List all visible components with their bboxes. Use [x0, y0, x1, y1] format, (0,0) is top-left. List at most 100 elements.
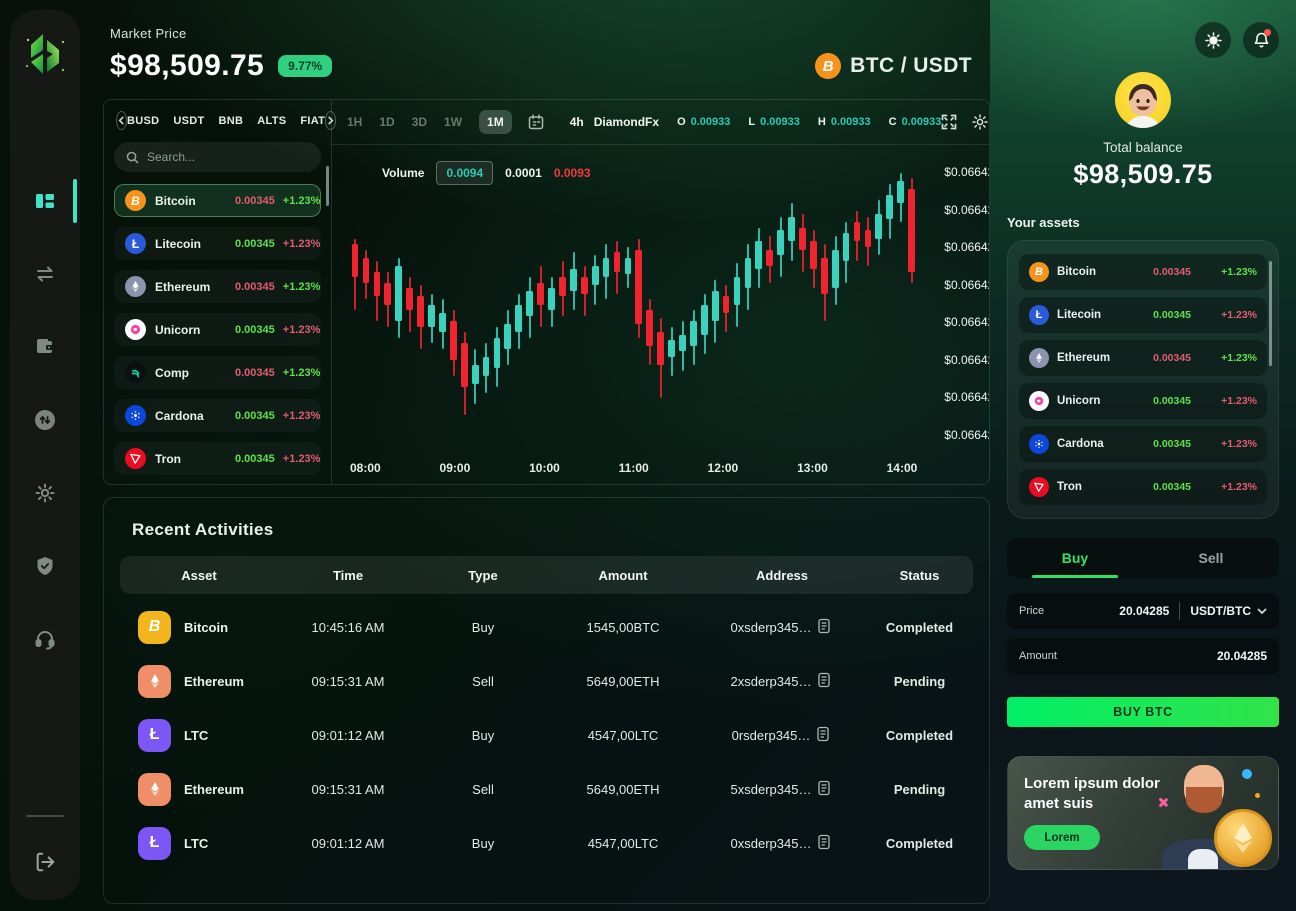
- candle-body: [624, 257, 632, 275]
- coin-change: +1.23%: [282, 194, 321, 207]
- coin-row-litecoin[interactable]: Ł Litecoin 0.00345 +1.23%: [1019, 297, 1267, 333]
- price-field[interactable]: Price 20.04285 USDT/BTC: [1007, 593, 1279, 629]
- price-tick: $0.06642: [944, 352, 990, 367]
- litecoin-icon: Ł: [1029, 305, 1049, 325]
- type-cell: Buy: [471, 835, 495, 851]
- total-balance-label: Total balance: [1103, 140, 1183, 155]
- candle-body: [646, 310, 654, 346]
- coin-row-litecoin[interactable]: Ł Litecoin 0.00345 +1.23%: [114, 227, 321, 260]
- coin-row-unicorn[interactable]: Unicorn 0.00345 +1.23%: [114, 313, 321, 346]
- sidebar-item-transactions[interactable]: [10, 409, 80, 431]
- buy-btc-button[interactable]: BUY BTC: [1007, 697, 1279, 727]
- chart-plot-area[interactable]: Volume 0.0094 0.0001 0.0093 $0.06642 $0.0…: [332, 145, 990, 484]
- sidebar-item-security[interactable]: [10, 555, 80, 577]
- sidebar-item-support[interactable]: [10, 628, 80, 650]
- timeframe-1m[interactable]: 1M: [479, 110, 512, 134]
- coin-row-bitcoin[interactable]: B Bitcoin 0.00345 +1.23%: [114, 184, 321, 217]
- theme-toggle-button[interactable]: [1195, 22, 1231, 58]
- promo-lorem-button[interactable]: Lorem: [1024, 825, 1100, 850]
- watchlist-tab-usdt[interactable]: USDT: [173, 114, 205, 127]
- table-row[interactable]: Ethereum 09:15:31 AM Sell 5649,00ETH 5xsderp…: [120, 762, 973, 816]
- table-row[interactable]: B Bitcoin 10:45:16 AM Buy 1545,00BTC 0xsderp3…: [120, 600, 973, 654]
- coin-value: 0.00345: [235, 366, 275, 379]
- coin-row-ethereum[interactable]: Ethereum 0.00345 +1.23%: [1019, 340, 1267, 376]
- logout-button[interactable]: [10, 851, 80, 878]
- column-header-amount: Amount: [598, 567, 648, 583]
- trading-pair-title: BTC / USDT: [850, 54, 972, 77]
- notifications-button[interactable]: [1243, 22, 1279, 58]
- coin-change: +1.23%: [1221, 266, 1257, 278]
- copy-address-icon[interactable]: [816, 726, 832, 744]
- candle-body: [842, 233, 850, 261]
- assets-scrollbar[interactable]: [1269, 261, 1272, 366]
- copy-address-icon[interactable]: [817, 618, 833, 636]
- litecoin-icon: Ł: [138, 718, 171, 752]
- avatar[interactable]: [1115, 72, 1171, 128]
- search-box[interactable]: [114, 142, 321, 172]
- sidebar-item-swap[interactable]: [10, 263, 80, 285]
- watchlist-tab-alts[interactable]: ALTS: [257, 114, 287, 127]
- search-input[interactable]: [147, 150, 309, 164]
- candle-body: [668, 340, 675, 357]
- watchlist-tab-bnb[interactable]: BNB: [218, 114, 244, 127]
- timeframe-1h[interactable]: 1H: [347, 115, 363, 129]
- copy-address-icon[interactable]: [817, 780, 833, 798]
- coin-name: Ethereum: [1057, 352, 1111, 364]
- coin-row-unicorn[interactable]: Unicorn 0.00345 +1.23%: [1019, 383, 1267, 419]
- litecoin-icon: Ł: [138, 826, 171, 860]
- watchlist-tab-busd[interactable]: BUSD: [127, 114, 160, 127]
- candle-body: [897, 180, 904, 203]
- timeframe-selector: 1H 1D 3D 1W 1M: [347, 110, 512, 134]
- coin-row-cardona[interactable]: Cardona 0.00345 +1.23%: [114, 399, 321, 432]
- amount-field[interactable]: Amount 20.04285: [1007, 638, 1279, 674]
- candle-body: [657, 332, 664, 365]
- coin-value: 0.00345: [1153, 395, 1192, 407]
- sidebar-item-wallet[interactable]: [10, 336, 80, 358]
- price-tick: $0.06642: [944, 202, 990, 217]
- table-row[interactable]: Ł LTC 09:01:12 AM Buy 4547,00LTC 0xsderp345… C…: [120, 816, 973, 870]
- timeframe-3d[interactable]: 3D: [411, 115, 428, 129]
- candle-body: [613, 252, 621, 272]
- timeframe-1w[interactable]: 1W: [444, 115, 463, 129]
- transfer-circle-icon: [34, 409, 56, 431]
- sidebar-item-settings[interactable]: [10, 482, 80, 504]
- tabs-next-button[interactable]: [325, 111, 337, 130]
- copy-address-icon[interactable]: [817, 834, 833, 852]
- table-row[interactable]: Ethereum 09:15:31 AM Sell 5649,00ETH 2xsderp…: [120, 654, 973, 708]
- ohlc-value: 0.00933: [760, 116, 800, 128]
- tabs-prev-button[interactable]: [116, 111, 127, 130]
- chart-settings-gear-icon[interactable]: [972, 114, 989, 130]
- candle-body: [722, 296, 730, 313]
- timeframe-1d[interactable]: 1D: [379, 115, 395, 129]
- candle-body: [602, 257, 610, 277]
- ohlc-l: L 0.00933: [748, 116, 800, 128]
- address-cell: 0rsderp345…: [698, 726, 866, 744]
- amount-field-value[interactable]: 20.04285: [1216, 649, 1267, 663]
- tab-sell[interactable]: Sell: [1143, 538, 1279, 578]
- buy-sell-tabs: Buy Sell: [1007, 538, 1279, 578]
- price-tick: $0.06642: [944, 427, 990, 442]
- coin-row-comp[interactable]: Comp 0.00345 +1.23%: [114, 356, 321, 389]
- candle-body: [635, 249, 643, 324]
- table-row[interactable]: Ł LTC 09:01:12 AM Buy 4547,00LTC 0rsderp345… C…: [120, 708, 973, 762]
- sidebar-item-dashboard[interactable]: [10, 179, 80, 223]
- price-unit-select[interactable]: USDT/BTC: [1190, 604, 1267, 618]
- watchlist-tab-fiat[interactable]: FIAT: [300, 114, 326, 127]
- ohlc-key: C: [888, 116, 897, 128]
- watchlist-scrollbar[interactable]: [326, 166, 329, 206]
- coin-row-tron[interactable]: Tron 0.00345 +1.23%: [1019, 469, 1267, 505]
- coin-row-bitcoin[interactable]: B Bitcoin 0.00345 +1.23%: [1019, 254, 1267, 290]
- price-field-value[interactable]: 20.04285: [1119, 604, 1170, 618]
- copy-address-icon[interactable]: [817, 672, 833, 690]
- column-header-time: Time: [332, 567, 364, 583]
- column-header-asset: Asset: [181, 567, 217, 583]
- chart-panel: 1H 1D 3D 1W 1M 4h DiamondFx O 0.00933 L 0.00933…: [332, 100, 990, 484]
- asset-name: Ethereum: [184, 781, 244, 797]
- calendar-button[interactable]: [528, 114, 544, 130]
- tab-buy[interactable]: Buy: [1007, 538, 1143, 578]
- coin-row-cardona[interactable]: Cardona 0.00345 +1.23%: [1019, 426, 1267, 462]
- fullscreen-icon[interactable]: [941, 114, 957, 130]
- coin-row-tron[interactable]: Tron 0.00345 +1.23%: [114, 442, 321, 475]
- chart-interval: 4h: [569, 115, 584, 129]
- coin-row-ethereum[interactable]: Ethereum 0.00345 +1.23%: [114, 270, 321, 303]
